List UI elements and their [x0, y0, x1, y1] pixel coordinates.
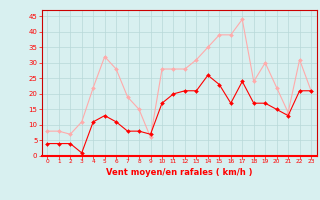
X-axis label: Vent moyen/en rafales ( km/h ): Vent moyen/en rafales ( km/h ) — [106, 168, 252, 177]
